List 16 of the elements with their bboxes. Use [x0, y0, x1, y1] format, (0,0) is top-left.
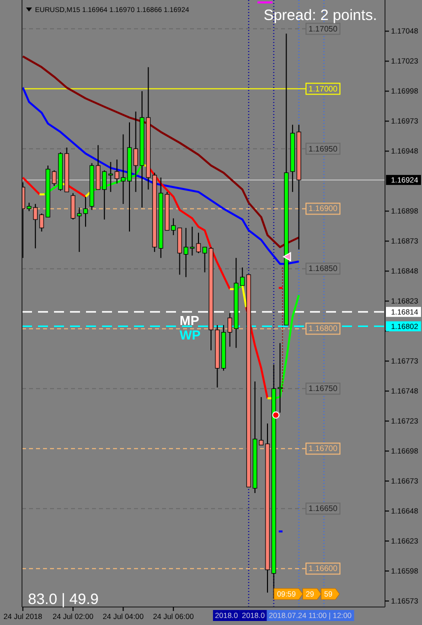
ref-line-label: 1.16700 [308, 444, 338, 454]
annotation: MP [180, 312, 200, 328]
ref-line-label: 1.16800 [308, 324, 338, 334]
line-series [22, 86, 300, 265]
ref-line-label: 1.16600 [308, 564, 338, 574]
annotation: 83.0 | 49.9 [28, 591, 99, 608]
ref-line-label: 1.16900 [308, 204, 338, 214]
ref-line-label: 1.16750 [308, 384, 338, 394]
annotation: WP [180, 327, 201, 342]
ref-line-label: 1.16850 [308, 264, 338, 274]
ref-line-label: 1.16650 [308, 504, 338, 514]
ref-line-label: 1.17050 [308, 24, 338, 34]
annotation: Spread: 2 points. [264, 7, 377, 24]
line-series [22, 55, 300, 248]
ref-line-label: 1.16950 [308, 144, 338, 154]
ref-line-label: 1.17000 [308, 84, 338, 94]
